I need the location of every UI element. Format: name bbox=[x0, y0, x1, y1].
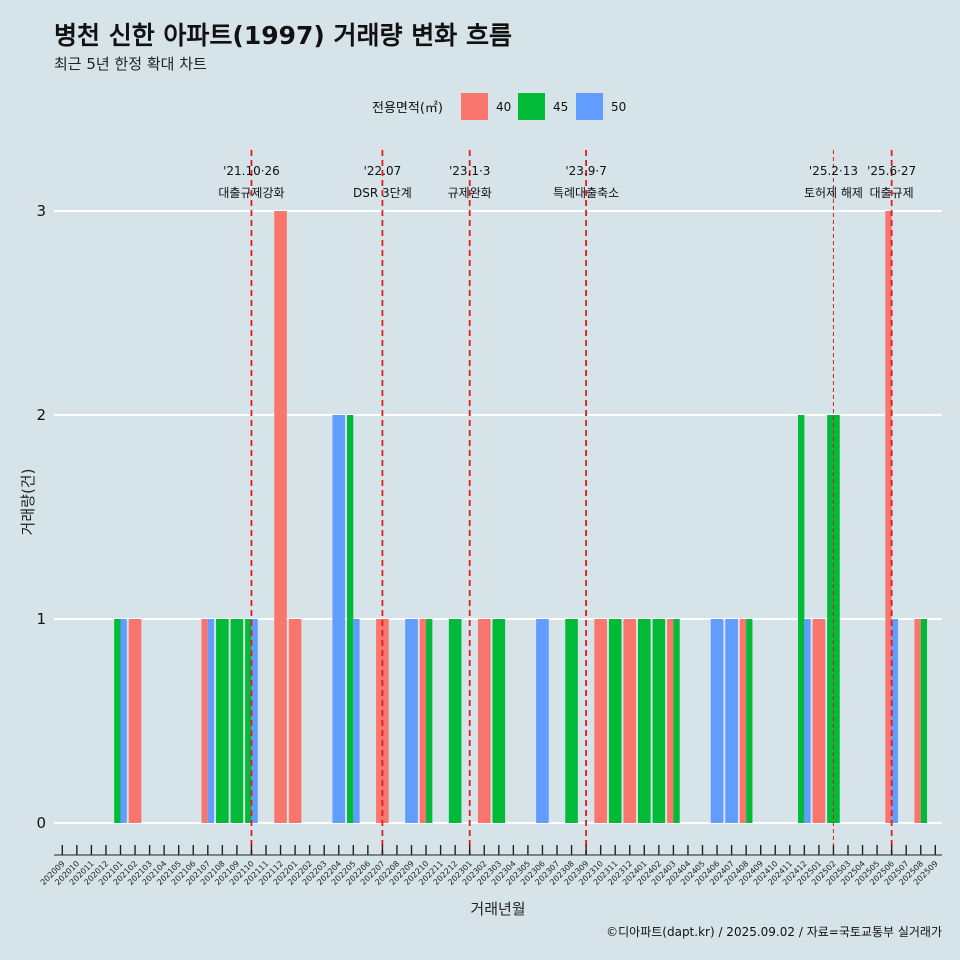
event-date-4: '25.2·13 bbox=[809, 164, 858, 178]
source-caption: ©디아파트(dapt.kr) / 2025.09.02 / 자료=국토교통부 실… bbox=[606, 925, 942, 939]
bar-202306-50 bbox=[536, 619, 549, 823]
bar-202506-50 bbox=[891, 619, 898, 823]
legend-swatch-50 bbox=[576, 93, 603, 120]
bar-202406-50 bbox=[710, 619, 724, 823]
legend-label-50: 50 bbox=[611, 100, 626, 114]
bar-202210-45 bbox=[426, 619, 433, 823]
bar-202403-40 bbox=[667, 619, 674, 823]
bar-202110-45 bbox=[245, 619, 252, 823]
event-date-5: '25.6·27 bbox=[867, 164, 916, 178]
bar-202110-50 bbox=[251, 619, 258, 823]
bar-202204-50 bbox=[332, 415, 346, 823]
event-date-3: '23.9·7 bbox=[565, 164, 606, 178]
bar-202403-45 bbox=[673, 619, 680, 823]
legend-label-40: 40 bbox=[496, 100, 511, 114]
legend-swatch-45 bbox=[518, 93, 545, 120]
bar-202302-40 bbox=[477, 619, 491, 823]
event-label-4: 토허제 해제 bbox=[804, 186, 863, 200]
bars bbox=[114, 211, 928, 823]
legend-swatch-40 bbox=[461, 93, 488, 120]
y-tick-label-0: 0 bbox=[36, 814, 46, 832]
legend-title: 전용면적(㎡) bbox=[372, 101, 443, 116]
chart-subtitle: 최근 5년 한정 확대 차트 bbox=[54, 55, 207, 73]
bar-202205-50 bbox=[353, 619, 360, 823]
event-label-5: 대출규제 bbox=[870, 186, 914, 200]
bar-202209-50 bbox=[405, 619, 418, 823]
y-tick-label-1: 1 bbox=[36, 610, 46, 628]
event-label-2: 규제완화 bbox=[448, 186, 492, 200]
bar-202501-40 bbox=[812, 619, 826, 823]
legend: 전용면적(㎡) 40 45 50 bbox=[372, 93, 626, 120]
bar-202508-40 bbox=[914, 619, 921, 823]
bar-202506-40 bbox=[885, 211, 892, 823]
bar-202101-45 bbox=[114, 619, 121, 823]
bar-202408-40 bbox=[739, 619, 747, 823]
bar-202412-50 bbox=[804, 619, 811, 823]
bar-202412-45 bbox=[798, 415, 805, 823]
bar-202303-45 bbox=[492, 619, 506, 823]
y-tick-label-2: 2 bbox=[36, 406, 46, 424]
bar-202201-40 bbox=[288, 619, 302, 823]
event-date-0: '21.10·26 bbox=[223, 164, 280, 178]
y-axis: 0 1 2 3 bbox=[36, 202, 46, 832]
bar-202212-45 bbox=[448, 619, 462, 823]
bar-202205-45 bbox=[347, 415, 354, 823]
x-axis-title: 거래년월 bbox=[470, 900, 525, 918]
event-date-1: '22.07 bbox=[364, 164, 402, 178]
x-axis: 2020092020102020112020122021012021022021… bbox=[39, 845, 942, 887]
y-tick-label-3: 3 bbox=[36, 202, 46, 220]
bar-202210-40 bbox=[419, 619, 427, 823]
bar-202401-45 bbox=[638, 619, 651, 823]
bar-202107-40 bbox=[201, 619, 208, 823]
event-lines: '21.10·26 대출규제강화 '22.07 DSR 3단계 '23.1·3 규제완화 '… bbox=[218, 150, 916, 855]
bar-202108-45 bbox=[216, 619, 229, 823]
bar-202308-45 bbox=[565, 619, 578, 823]
bar-202101-50 bbox=[120, 619, 127, 823]
legend-label-45: 45 bbox=[553, 100, 568, 114]
bar-202312-40 bbox=[623, 619, 637, 823]
bar-202107-50 bbox=[207, 619, 215, 823]
bar-202102-40 bbox=[128, 619, 142, 823]
chart-title: 병천 신한 아파트(1997) 거래량 변화 흐름 bbox=[54, 21, 512, 50]
bar-202112-40 bbox=[274, 211, 287, 823]
bar-202407-50 bbox=[725, 619, 738, 823]
bar-202310-40 bbox=[594, 619, 607, 823]
bar-202408-45 bbox=[746, 619, 753, 823]
bar-202311-45 bbox=[608, 619, 622, 823]
event-label-1: DSR 3단계 bbox=[353, 186, 412, 200]
event-label-0: 대출규제강화 bbox=[218, 186, 284, 200]
bar-202402-45 bbox=[652, 619, 666, 823]
y-axis-title: 거래량(건) bbox=[19, 469, 37, 536]
event-label-3: 특례대출축소 bbox=[553, 186, 619, 200]
event-date-2: '23.1·3 bbox=[449, 164, 490, 178]
bar-202508-45 bbox=[920, 619, 928, 823]
bar-202109-45 bbox=[230, 619, 244, 823]
